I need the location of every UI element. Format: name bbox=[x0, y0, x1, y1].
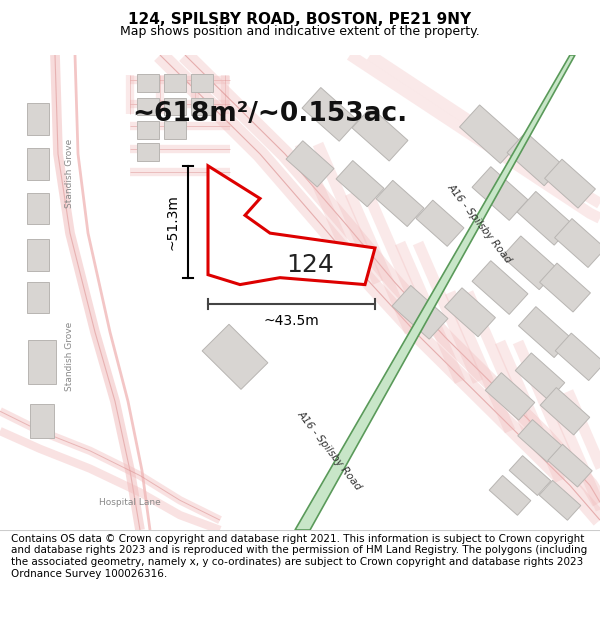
Text: ~618m²/~0.153ac.: ~618m²/~0.153ac. bbox=[133, 101, 407, 127]
Polygon shape bbox=[164, 121, 186, 139]
Polygon shape bbox=[555, 333, 600, 381]
Polygon shape bbox=[27, 192, 49, 224]
Polygon shape bbox=[27, 148, 49, 180]
Polygon shape bbox=[295, 55, 575, 530]
Polygon shape bbox=[30, 404, 54, 439]
Polygon shape bbox=[27, 104, 49, 135]
Polygon shape bbox=[164, 98, 186, 116]
Polygon shape bbox=[472, 167, 528, 221]
Text: ~51.3m: ~51.3m bbox=[166, 194, 180, 249]
Polygon shape bbox=[137, 121, 159, 139]
Polygon shape bbox=[460, 105, 520, 163]
Polygon shape bbox=[202, 324, 268, 389]
Polygon shape bbox=[137, 143, 159, 161]
Text: A16 - Spilsby Road: A16 - Spilsby Road bbox=[296, 409, 364, 492]
Polygon shape bbox=[191, 74, 213, 92]
Polygon shape bbox=[489, 476, 531, 515]
Polygon shape bbox=[27, 239, 49, 271]
Polygon shape bbox=[507, 132, 563, 186]
Text: ~43.5m: ~43.5m bbox=[263, 314, 319, 328]
Text: Standish Grove: Standish Grove bbox=[65, 139, 74, 208]
Polygon shape bbox=[191, 98, 213, 116]
Polygon shape bbox=[509, 456, 551, 496]
Polygon shape bbox=[554, 219, 600, 268]
Polygon shape bbox=[545, 159, 595, 208]
Text: A16 - Spilsby Road: A16 - Spilsby Road bbox=[446, 182, 514, 265]
Text: Standish Grove: Standish Grove bbox=[65, 322, 74, 391]
Polygon shape bbox=[518, 307, 572, 358]
Text: Hospital Lane: Hospital Lane bbox=[99, 498, 161, 507]
Polygon shape bbox=[302, 88, 358, 141]
Polygon shape bbox=[137, 74, 159, 92]
Polygon shape bbox=[352, 107, 408, 161]
Polygon shape bbox=[28, 339, 56, 384]
Polygon shape bbox=[137, 98, 159, 116]
Polygon shape bbox=[518, 419, 562, 462]
Polygon shape bbox=[27, 282, 49, 313]
Polygon shape bbox=[517, 191, 573, 245]
Polygon shape bbox=[208, 166, 375, 284]
Polygon shape bbox=[392, 286, 448, 339]
Text: 124, SPILSBY ROAD, BOSTON, PE21 9NY: 124, SPILSBY ROAD, BOSTON, PE21 9NY bbox=[128, 12, 472, 27]
Polygon shape bbox=[416, 200, 464, 246]
Polygon shape bbox=[485, 372, 535, 420]
Text: Map shows position and indicative extent of the property.: Map shows position and indicative extent… bbox=[120, 26, 480, 39]
Polygon shape bbox=[515, 353, 565, 401]
Polygon shape bbox=[445, 288, 496, 337]
Text: Contains OS data © Crown copyright and database right 2021. This information is : Contains OS data © Crown copyright and d… bbox=[11, 534, 587, 579]
Polygon shape bbox=[540, 388, 590, 435]
Polygon shape bbox=[164, 74, 186, 92]
Polygon shape bbox=[376, 181, 424, 226]
Polygon shape bbox=[539, 481, 581, 520]
Polygon shape bbox=[336, 161, 384, 207]
Polygon shape bbox=[502, 236, 558, 289]
Polygon shape bbox=[472, 261, 528, 314]
Text: 124: 124 bbox=[286, 253, 334, 277]
Polygon shape bbox=[548, 444, 592, 487]
Polygon shape bbox=[286, 141, 334, 187]
Polygon shape bbox=[539, 263, 590, 312]
